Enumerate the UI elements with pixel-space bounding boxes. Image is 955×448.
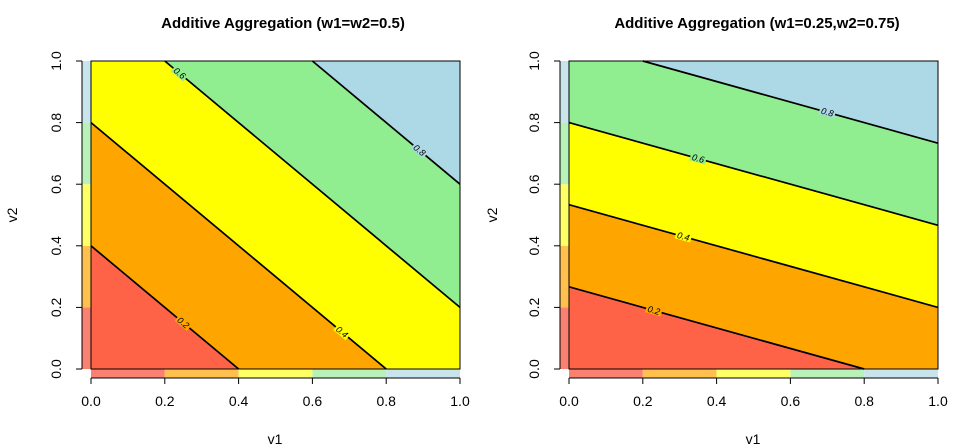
- legend-strip-left: [560, 307, 569, 369]
- legend-strip-bottom: [91, 369, 165, 378]
- y-tick-label: 0.2: [48, 297, 64, 317]
- contour-label: 0.4: [676, 230, 691, 243]
- legend-strip-bottom: [864, 369, 938, 378]
- y-tick-label: 0.2: [526, 297, 542, 317]
- x-axis-title: v1: [268, 431, 283, 447]
- y-tick-label: 1.0: [526, 51, 542, 71]
- contour-line-0.8: [642, 60, 939, 144]
- x-tick-label: 0.2: [155, 393, 175, 409]
- contour-label: 0.8: [820, 106, 835, 119]
- legend-strip-left: [560, 122, 569, 185]
- contour-panel-left: Additive Aggregation (w1=w2=0.5) v1 v2 0…: [4, 15, 470, 447]
- y-axis-title: v2: [484, 207, 500, 222]
- plot-frame: [90, 60, 461, 370]
- y-tick-label: 0.6: [526, 174, 542, 194]
- contour-label: 0.2: [647, 304, 662, 317]
- contour-label-gap: [689, 152, 707, 165]
- x-tick-label: 0.8: [854, 393, 874, 409]
- legend-strip-left: [560, 184, 569, 246]
- legend-strip-bottom: [642, 369, 717, 378]
- x-tick-label: 0.0: [559, 393, 579, 409]
- x-tick-label: 0.4: [707, 393, 727, 409]
- legend-strip-left: [82, 122, 91, 185]
- chart-title: Additive Aggregation (w1=w2=0.5): [161, 15, 405, 32]
- contour-line-0.2: [568, 286, 865, 370]
- y-tick-label: 0.0: [526, 359, 542, 379]
- contour-line-0.4: [568, 203, 939, 309]
- x-tick-label: 0.4: [229, 393, 249, 409]
- y-axis-title: v2: [4, 207, 20, 222]
- legend-strip-left: [82, 184, 91, 246]
- contour-line-0.2: [90, 245, 240, 370]
- x-axis-title: v1: [746, 431, 761, 447]
- contour-label: 0.6: [691, 152, 706, 165]
- contour-label-gap: [333, 323, 351, 341]
- contour-panel-right: Additive Aggregation (w1=0.25,w2=0.75) v…: [484, 15, 948, 447]
- legend-strip-left: [560, 61, 569, 123]
- contour-label-gap: [410, 142, 429, 159]
- chart-title: Additive Aggregation (w1=0.25,w2=0.75): [614, 15, 899, 32]
- legend-strip-bottom: [790, 369, 865, 378]
- legend-strip-bottom: [164, 369, 239, 378]
- y-tick-label: 0.6: [48, 174, 64, 194]
- y-tick-label: 0.4: [48, 236, 64, 256]
- x-tick-label: 0.6: [303, 393, 323, 409]
- contour-label-gap: [174, 314, 192, 331]
- legend-strip-left: [560, 245, 569, 308]
- legend-strip-bottom: [716, 369, 791, 378]
- legend-strip-bottom: [312, 369, 387, 378]
- legend-strip-left: [82, 61, 91, 123]
- y-tick-label: 0.0: [48, 359, 64, 379]
- x-tick-label: 1.0: [450, 393, 470, 409]
- legend-strip-left: [82, 245, 91, 308]
- y-tick-label: 0.8: [526, 113, 542, 133]
- y-tick-label: 0.4: [526, 236, 542, 256]
- legend-strip-bottom: [569, 369, 643, 378]
- contour-line-0.6: [164, 60, 461, 309]
- x-tick-label: 0.6: [781, 393, 801, 409]
- plot-frame: [568, 60, 939, 370]
- x-tick-label: 0.2: [633, 393, 653, 409]
- legend-strip-bottom: [238, 369, 313, 378]
- x-tick-label: 0.8: [376, 393, 396, 409]
- x-tick-label: 1.0: [928, 393, 948, 409]
- legend-strip-left: [82, 307, 91, 369]
- contour-line-0.8: [311, 60, 461, 185]
- contour-label-gap: [645, 304, 663, 317]
- contour-label-gap: [674, 230, 693, 243]
- contour-label-gap: [818, 106, 837, 119]
- contour-label-gap: [170, 65, 189, 82]
- x-tick-label: 0.0: [81, 393, 101, 409]
- legend-strip-bottom: [386, 369, 460, 378]
- contour-line-0.6: [568, 121, 939, 227]
- y-tick-label: 0.8: [48, 113, 64, 133]
- y-tick-label: 1.0: [48, 51, 64, 71]
